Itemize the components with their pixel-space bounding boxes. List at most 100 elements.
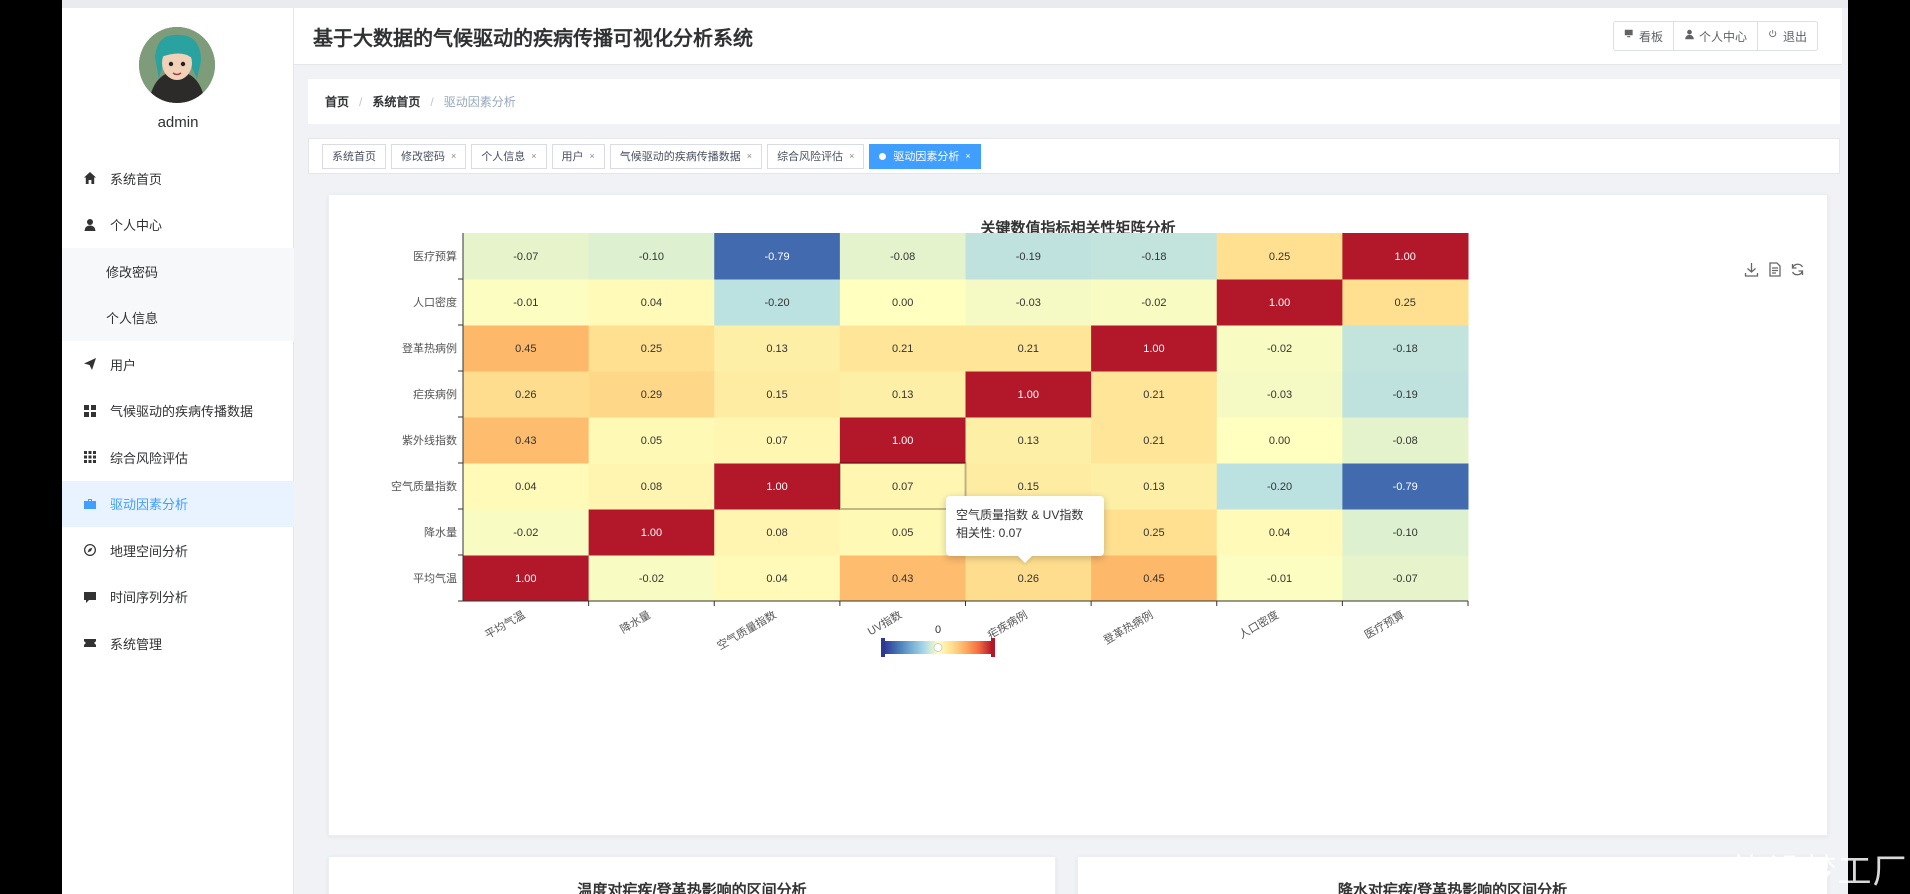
download-icon[interactable] — [1743, 261, 1760, 281]
heatmap-cell[interactable] — [588, 555, 715, 602]
heatmap-cell[interactable] — [1216, 463, 1343, 510]
heatmap-cell[interactable] — [588, 463, 715, 510]
heatmap-cell[interactable] — [588, 509, 715, 556]
tag-tab[interactable]: 驱动因素分析 × — [869, 143, 981, 169]
heatmap-cell[interactable] — [714, 463, 841, 510]
logout-button[interactable]: 退出 — [1758, 22, 1817, 50]
close-icon[interactable]: × — [531, 151, 537, 161]
heatmap-cell[interactable] — [1091, 371, 1218, 418]
heatmap-cell[interactable] — [965, 371, 1092, 418]
heatmap-cell[interactable] — [1091, 555, 1218, 602]
visual-map-handle-min[interactable] — [881, 638, 885, 657]
visual-map-handle-max[interactable] — [991, 638, 995, 657]
sidebar-item-timeseries[interactable]: 时间序列分析 — [62, 574, 294, 621]
heatmap-cell-label: -0.10 — [1393, 527, 1418, 539]
heatmap-cell[interactable] — [965, 555, 1092, 602]
heatmap-cell[interactable] — [588, 279, 715, 326]
visual-map-indicator[interactable] — [933, 643, 943, 652]
sidebar-item-admin[interactable]: 系统管理 — [62, 620, 294, 667]
close-icon[interactable]: × — [965, 151, 971, 161]
tag-tab[interactable]: 系统首页 — [322, 143, 386, 169]
heatmap-cell[interactable] — [714, 279, 841, 326]
sidebar-item-drivers[interactable]: 驱动因素分析 — [62, 480, 294, 527]
sidebar-item-climate-data[interactable]: 气候驱动的疾病传播数据 — [62, 388, 294, 435]
heatmap-cell[interactable] — [714, 509, 841, 556]
close-icon[interactable]: × — [746, 151, 753, 161]
tag-tab[interactable]: 修改密码 × — [391, 143, 467, 169]
heatmap-cell[interactable] — [839, 371, 966, 418]
sidebar-item-users[interactable]: 用户 — [62, 341, 294, 388]
heatmap-cell[interactable] — [839, 325, 966, 372]
heatmap-cell[interactable] — [965, 325, 1092, 372]
avatar[interactable] — [139, 27, 215, 103]
heatmap-cell[interactable] — [463, 233, 590, 280]
profile-button[interactable]: 个人中心 — [1674, 22, 1758, 50]
heatmap-cell[interactable] — [1342, 463, 1469, 510]
heatmap-cell[interactable] — [839, 279, 966, 326]
heatmap-cell[interactable] — [714, 325, 841, 372]
heatmap-cell[interactable] — [839, 555, 966, 602]
correlation-heatmap[interactable]: 1.00 -0.02 0.04 0.43 0.26 0.45 -0.01 -0.07 -0.02… — [62, 0, 1848, 894]
heatmap-cell[interactable] — [1091, 279, 1218, 326]
heatmap-cell[interactable] — [714, 371, 841, 418]
heatmap-cell[interactable] — [588, 417, 715, 464]
sidebar-item-home[interactable]: 系统首页 — [62, 155, 294, 202]
heatmap-cell[interactable] — [588, 325, 715, 372]
heatmap-cell[interactable] — [1342, 555, 1469, 602]
heatmap-cell[interactable] — [965, 233, 1092, 280]
heatmap-cell[interactable] — [588, 233, 715, 280]
close-icon[interactable]: × — [849, 151, 855, 161]
heatmap-cell[interactable] — [1091, 463, 1218, 510]
tag-tab[interactable]: 个人信息 × — [471, 143, 547, 169]
heatmap-cell[interactable] — [463, 555, 590, 602]
heatmap-cell[interactable] — [839, 233, 966, 280]
heatmap-cell[interactable] — [965, 279, 1092, 326]
heatmap-cell[interactable] — [1342, 417, 1469, 464]
heatmap-cell[interactable] — [1342, 279, 1469, 326]
heatmap-cell[interactable] — [839, 417, 966, 464]
heatmap-cell[interactable] — [1342, 325, 1469, 372]
heatmap-cell[interactable] — [1342, 371, 1469, 418]
heatmap-cell[interactable] — [714, 233, 841, 280]
heatmap-cell[interactable] — [1091, 509, 1218, 556]
heatmap-cell[interactable] — [1216, 509, 1343, 556]
close-icon[interactable]: × — [451, 151, 457, 161]
breadcrumb-item[interactable]: 首页 — [325, 95, 350, 109]
heatmap-cell[interactable] — [463, 371, 590, 418]
heatmap-cell[interactable] — [1091, 233, 1218, 280]
breadcrumb-item[interactable]: 系统首页 — [372, 95, 421, 109]
tag-tab[interactable]: 气候驱动的疾病传播数据 × — [609, 143, 763, 169]
heatmap-cell[interactable] — [463, 279, 590, 326]
data-view-icon[interactable] — [1766, 261, 1783, 281]
heatmap-cell[interactable] — [1216, 233, 1343, 280]
tag-tab[interactable]: 综合风险评估 × — [767, 143, 865, 169]
heatmap-cell[interactable] — [1216, 279, 1343, 326]
sidebar-item-risk[interactable]: 综合风险评估 — [62, 434, 294, 481]
heatmap-cell[interactable] — [1216, 325, 1343, 372]
heatmap-cell[interactable] — [463, 463, 590, 510]
heatmap-cell[interactable] — [1216, 417, 1343, 464]
heatmap-cell[interactable] — [1091, 325, 1218, 372]
heatmap-cell[interactable] — [1216, 555, 1343, 602]
heatmap-cell[interactable] — [463, 509, 590, 556]
sidebar-item-profile[interactable]: 个人中心 — [62, 202, 294, 249]
dashboard-button[interactable]: 看板 — [1614, 22, 1674, 50]
heatmap-cell[interactable] — [714, 417, 841, 464]
heatmap-cell[interactable] — [463, 325, 590, 372]
heatmap-cell[interactable] — [965, 417, 1092, 464]
heatmap-cell[interactable] — [839, 509, 966, 556]
heatmap-cell[interactable] — [839, 463, 966, 510]
close-icon[interactable]: × — [589, 151, 595, 161]
heatmap-cell[interactable] — [1091, 417, 1218, 464]
restore-icon[interactable] — [1789, 261, 1806, 281]
sidebar-item-change-password[interactable]: 修改密码 — [62, 248, 294, 295]
heatmap-cell[interactable] — [1216, 371, 1343, 418]
heatmap-cell[interactable] — [714, 555, 841, 602]
heatmap-cell[interactable] — [1342, 233, 1469, 280]
heatmap-cell[interactable] — [588, 371, 715, 418]
heatmap-cell[interactable] — [1342, 509, 1469, 556]
tag-tab[interactable]: 用户 × — [551, 143, 605, 169]
sidebar-item-geo[interactable]: 地理空间分析 — [62, 527, 294, 574]
sidebar-item-personal-info[interactable]: 个人信息 — [62, 294, 294, 341]
heatmap-cell[interactable] — [463, 417, 590, 464]
